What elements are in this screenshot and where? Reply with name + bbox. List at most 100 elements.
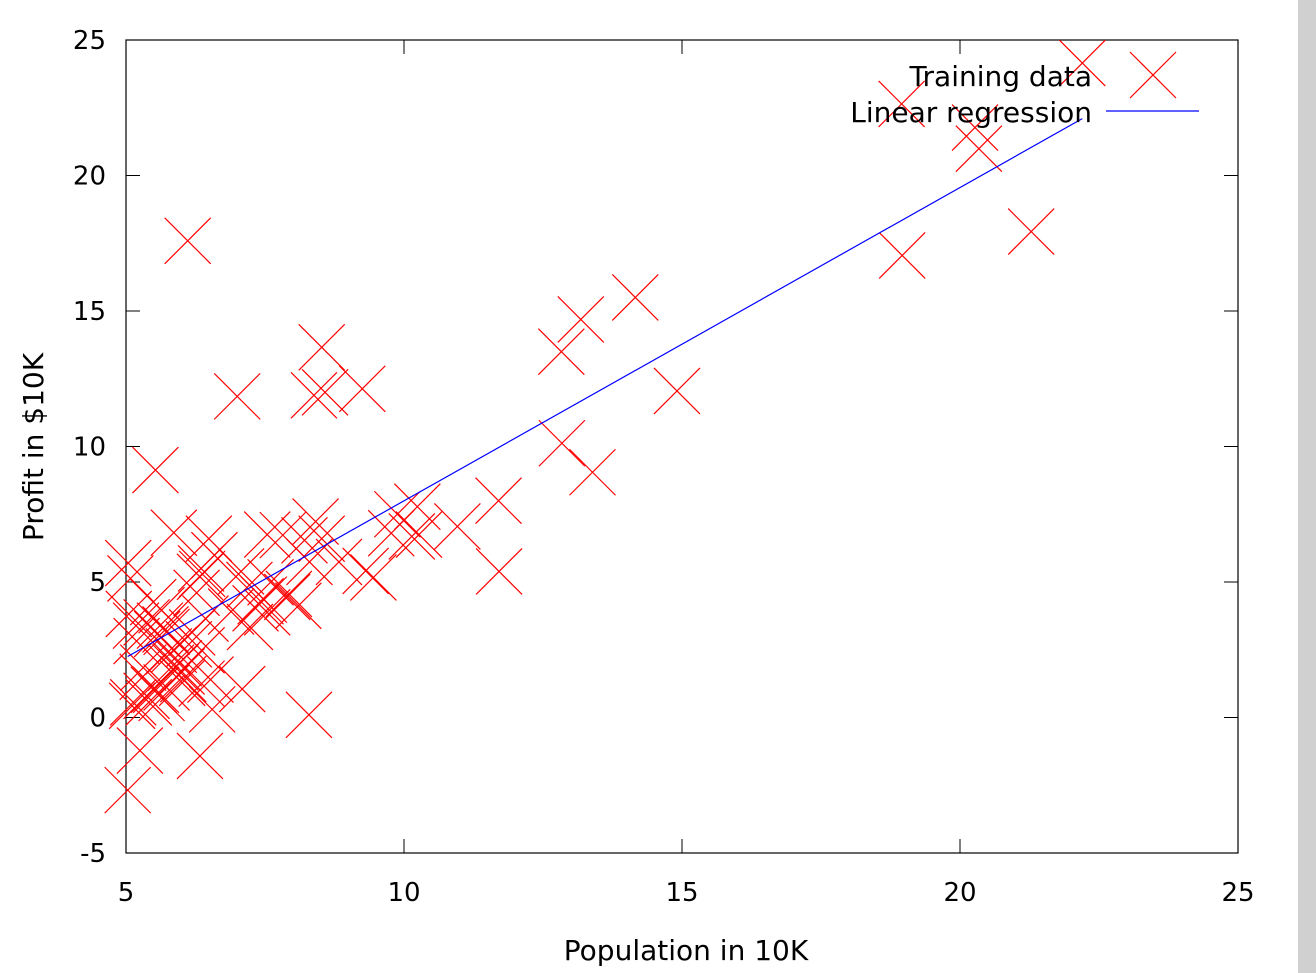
data-point <box>1058 39 1106 87</box>
data-point <box>178 626 226 674</box>
y-tick-label: 10 <box>73 433 106 463</box>
data-point <box>433 503 481 550</box>
vertical-scrollbar[interactable] <box>1298 0 1316 973</box>
x-tick-label: 25 <box>1221 878 1254 908</box>
x-tick-label: 10 <box>387 878 420 908</box>
data-point <box>237 577 284 625</box>
data-point <box>298 323 346 371</box>
data-point <box>243 511 291 558</box>
y-tick-label: 20 <box>73 162 106 192</box>
data-point <box>951 104 999 151</box>
legend-label-linear-regression: Linear regression <box>850 96 1092 129</box>
x-axis-label: Population in 10K <box>564 934 809 967</box>
y-tick-label: 5 <box>89 568 106 598</box>
data-point <box>290 371 338 419</box>
data-point <box>130 666 178 714</box>
data-point <box>207 588 255 635</box>
data-point <box>955 125 1003 173</box>
data-point <box>226 603 274 651</box>
data-point <box>286 538 333 586</box>
data-point <box>292 498 340 545</box>
data-point <box>104 539 152 587</box>
data-point <box>150 509 198 557</box>
data-point <box>878 232 926 279</box>
data-point <box>150 626 198 674</box>
data-point <box>132 446 179 494</box>
data-point <box>298 515 346 563</box>
data-point <box>395 511 443 558</box>
data-point <box>475 548 523 595</box>
data-point <box>168 608 216 656</box>
data-point <box>285 691 333 739</box>
data-point <box>138 586 186 634</box>
data-point <box>159 655 207 703</box>
x-axis: 5 10 15 20 25 <box>118 40 1255 908</box>
data-point <box>165 620 213 668</box>
data-point <box>105 590 153 638</box>
data-point <box>177 545 225 592</box>
data-point <box>315 538 363 586</box>
legend-marker-training-data <box>1129 51 1177 99</box>
x-tick-label: 15 <box>665 878 698 908</box>
y-tick-label: 0 <box>89 704 106 734</box>
data-point <box>217 548 265 595</box>
data-point <box>109 678 157 726</box>
data-point <box>158 659 206 707</box>
data-point <box>274 582 322 630</box>
data-point <box>113 617 160 665</box>
y-tick-label: 25 <box>73 26 106 56</box>
data-point <box>108 682 156 730</box>
data-point <box>338 365 386 413</box>
data-point <box>116 727 164 774</box>
data-point <box>611 274 659 321</box>
data-point <box>176 732 224 780</box>
data-point <box>155 639 203 687</box>
data-point <box>178 660 226 708</box>
y-tick-label: 15 <box>73 297 106 327</box>
data-point <box>158 648 206 695</box>
data-point <box>104 766 152 814</box>
data-point <box>243 588 291 636</box>
data-point <box>1007 208 1055 256</box>
x-tick-label: 20 <box>943 878 976 908</box>
data-point <box>119 653 167 701</box>
regression-line <box>127 118 1083 658</box>
y-tick-label: -5 <box>80 839 106 869</box>
data-point <box>301 368 349 416</box>
data-point <box>342 547 390 595</box>
legend: Training data Linear regression <box>850 51 1199 129</box>
data-point <box>263 573 311 621</box>
data-point <box>349 553 397 601</box>
data-point <box>265 570 313 618</box>
data-point <box>125 678 173 726</box>
data-point <box>538 419 586 467</box>
x-tick-label: 5 <box>118 878 135 908</box>
data-point <box>569 448 616 496</box>
data-point <box>112 602 160 650</box>
data-point <box>164 217 212 265</box>
data-point <box>147 644 195 692</box>
data-point <box>878 80 926 128</box>
data-point <box>133 610 181 658</box>
data-point <box>136 602 184 650</box>
data-point <box>367 509 415 557</box>
data-point <box>373 490 421 538</box>
data-point <box>537 328 585 376</box>
data-point <box>187 656 234 703</box>
data-point <box>173 569 221 617</box>
training-data-points <box>104 39 1106 814</box>
data-point <box>281 516 328 564</box>
regression-line-group <box>127 118 1083 658</box>
data-point <box>213 372 261 420</box>
data-point <box>557 295 605 343</box>
y-axis-label: Profit in $10K <box>17 352 50 541</box>
data-point <box>218 665 266 713</box>
data-point <box>653 367 701 415</box>
legend-label-training-data: Training data <box>909 60 1092 93</box>
data-point <box>142 606 189 653</box>
data-point <box>176 553 224 601</box>
data-point <box>226 561 273 609</box>
data-point <box>475 477 522 525</box>
data-point <box>388 513 436 560</box>
